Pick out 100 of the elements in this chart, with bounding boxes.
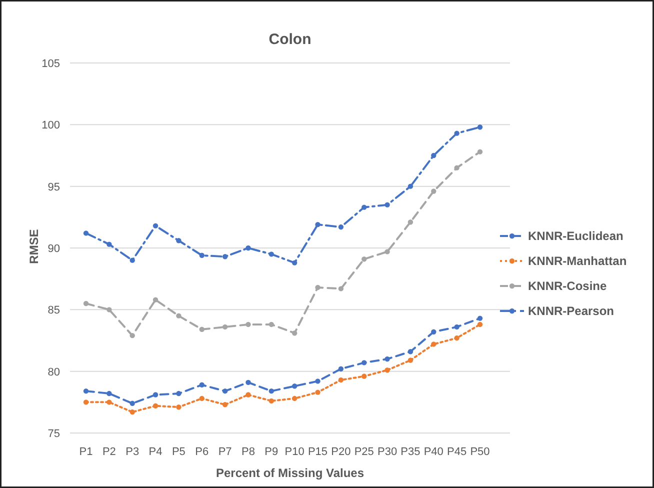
point — [477, 316, 483, 321]
point — [384, 249, 390, 254]
point — [362, 360, 367, 366]
point — [199, 252, 204, 258]
point — [362, 204, 367, 210]
point — [130, 409, 135, 415]
point — [199, 382, 204, 388]
x-tick-label: P10 — [284, 446, 304, 458]
point — [199, 396, 204, 402]
x-tick-label: P8 — [242, 446, 255, 458]
point — [384, 368, 390, 373]
point — [152, 297, 158, 302]
point — [222, 324, 228, 330]
point — [246, 392, 251, 398]
x-tick-label: P6 — [195, 446, 209, 458]
x-tick-label: P40 — [424, 446, 444, 458]
x-tick-label: P45 — [447, 446, 467, 458]
point — [152, 223, 158, 228]
point — [384, 202, 390, 208]
y-tick-label: 85 — [48, 304, 60, 317]
point — [477, 322, 483, 328]
point — [176, 238, 182, 244]
point — [176, 313, 182, 318]
point — [315, 390, 320, 395]
point — [106, 390, 112, 396]
point — [408, 184, 414, 189]
point — [130, 400, 135, 406]
point — [362, 374, 367, 379]
legend-label: KNNR-Pearson — [528, 304, 614, 318]
x-tick-label: P9 — [264, 446, 278, 458]
point — [83, 300, 89, 306]
y-tick-label: 95 — [48, 181, 60, 194]
y-tick-label: 105 — [42, 58, 60, 70]
point — [176, 390, 182, 396]
point — [176, 404, 182, 410]
point — [222, 254, 228, 260]
point — [268, 252, 274, 257]
point — [477, 124, 483, 130]
point — [222, 388, 228, 394]
y-tick-label: 75 — [48, 428, 60, 440]
point — [338, 286, 344, 292]
point — [222, 402, 228, 408]
point — [106, 242, 112, 247]
x-tick-label: P5 — [172, 446, 186, 458]
point — [431, 329, 436, 334]
x-tick-label: P30 — [378, 446, 398, 458]
point — [431, 152, 436, 158]
point — [268, 322, 274, 328]
point — [83, 230, 89, 236]
point — [246, 380, 251, 386]
x-tick-label: P7 — [218, 446, 232, 458]
x-tick-label: P1 — [79, 446, 93, 458]
point — [454, 165, 460, 170]
point — [408, 349, 414, 354]
point — [315, 284, 320, 290]
point — [315, 222, 320, 228]
legend-label: KNNR-Cosine — [528, 279, 607, 293]
y-tick-label: 80 — [48, 366, 60, 378]
point — [384, 356, 390, 362]
point — [106, 307, 112, 312]
y-axis-title: RMSE — [27, 229, 41, 264]
x-tick-label: P25 — [354, 446, 374, 458]
x-axis-title: Percent of Missing Values — [216, 466, 364, 480]
legend-label: KNNR-Manhattan — [528, 254, 627, 268]
point — [83, 400, 89, 405]
point — [431, 342, 436, 347]
point — [152, 403, 158, 408]
point — [292, 396, 298, 402]
point — [130, 332, 135, 338]
y-tick-label: 90 — [48, 243, 60, 255]
legend-label: KNNR-Euclidean — [528, 229, 624, 243]
point — [246, 245, 251, 251]
x-tick-label: P4 — [148, 446, 162, 458]
point — [246, 322, 251, 328]
x-tick-label: P15 — [308, 446, 328, 458]
point — [292, 260, 298, 266]
point — [454, 130, 460, 136]
point — [268, 398, 274, 404]
point — [199, 326, 204, 332]
point — [477, 149, 483, 154]
point — [268, 388, 274, 394]
point — [292, 330, 298, 336]
point — [130, 258, 135, 263]
point — [408, 358, 414, 363]
point — [362, 256, 367, 262]
chart-title: Colon — [268, 31, 312, 48]
x-tick-label: P50 — [470, 446, 490, 458]
point — [454, 324, 460, 330]
x-tick-label: P3 — [126, 446, 140, 458]
point — [292, 384, 298, 389]
y-tick-label: 100 — [42, 120, 60, 132]
point — [83, 388, 89, 394]
point — [152, 392, 158, 398]
x-tick-label: P35 — [400, 446, 420, 458]
x-tick-label: P2 — [102, 446, 116, 458]
x-tick-label: P20 — [331, 446, 351, 458]
point — [338, 366, 344, 372]
point — [431, 188, 436, 194]
point — [315, 378, 320, 384]
point — [106, 400, 112, 405]
